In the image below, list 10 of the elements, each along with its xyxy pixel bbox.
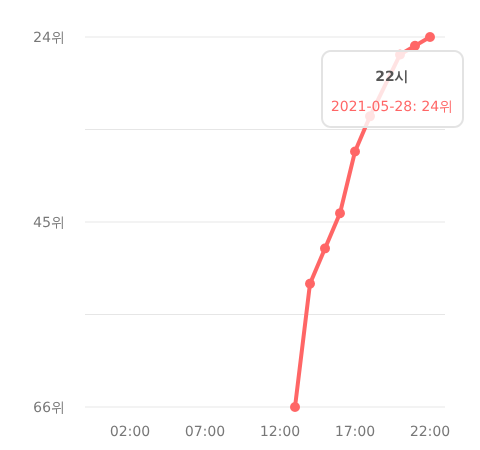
x-tick-label: 07:00 — [184, 424, 226, 440]
x-tick-label: 22:00 — [410, 424, 450, 440]
annotation: 22시 — [375, 69, 409, 85]
x-tick-label: 12:00 — [260, 424, 300, 440]
x-tick-label: 17:00 — [334, 424, 376, 440]
x-tick-label: 02:00 — [110, 424, 150, 440]
y-tick-label: 45위 — [33, 214, 65, 231]
y-tick-label: 24위 — [33, 30, 65, 46]
annotation: 2021-05-28: 24위 — [330, 99, 454, 115]
y-tick-label: 66위 — [33, 400, 65, 416]
